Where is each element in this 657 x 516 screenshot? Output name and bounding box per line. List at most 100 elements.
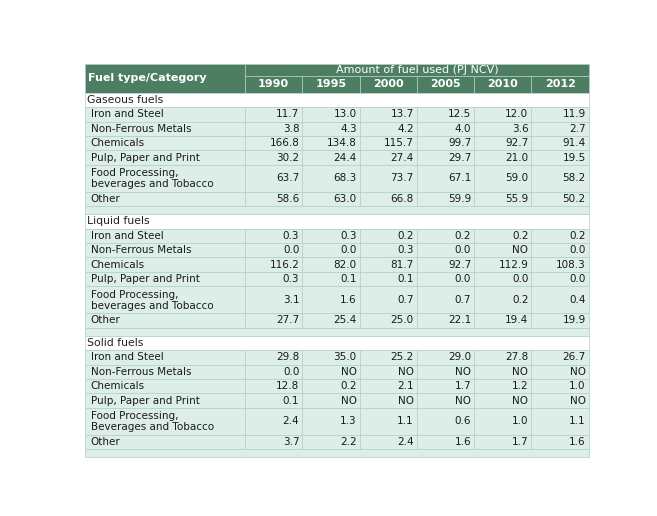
Bar bbox=[85, 136, 245, 150]
Bar bbox=[532, 150, 589, 165]
Bar bbox=[417, 313, 474, 328]
Text: 0.7: 0.7 bbox=[455, 295, 471, 305]
Bar bbox=[85, 313, 245, 328]
Text: 25.2: 25.2 bbox=[391, 352, 414, 362]
Bar bbox=[474, 229, 532, 243]
Text: 1990: 1990 bbox=[258, 79, 289, 89]
Bar bbox=[417, 76, 474, 93]
Text: 27.7: 27.7 bbox=[276, 315, 300, 325]
Text: 92.7: 92.7 bbox=[505, 138, 528, 148]
Bar bbox=[302, 107, 359, 122]
Text: NO: NO bbox=[340, 396, 357, 406]
Text: 63.0: 63.0 bbox=[334, 194, 357, 204]
Bar bbox=[532, 243, 589, 257]
Bar bbox=[85, 393, 245, 408]
Bar bbox=[417, 379, 474, 393]
Bar bbox=[245, 313, 302, 328]
Text: Chemicals: Chemicals bbox=[91, 138, 145, 148]
Bar bbox=[359, 350, 417, 365]
Bar bbox=[532, 393, 589, 408]
Bar bbox=[417, 243, 474, 257]
Text: Fuel type/Category: Fuel type/Category bbox=[88, 73, 207, 83]
Text: 0.2: 0.2 bbox=[512, 231, 528, 241]
Text: 58.2: 58.2 bbox=[562, 173, 585, 183]
Bar bbox=[302, 229, 359, 243]
Bar bbox=[245, 64, 589, 76]
Text: Food Processing,: Food Processing, bbox=[91, 168, 178, 179]
Bar bbox=[302, 257, 359, 272]
Bar bbox=[245, 379, 302, 393]
Bar bbox=[245, 136, 302, 150]
Bar bbox=[474, 313, 532, 328]
Text: 27.8: 27.8 bbox=[505, 352, 528, 362]
Bar bbox=[245, 408, 302, 434]
Bar bbox=[302, 76, 359, 93]
Bar bbox=[85, 257, 245, 272]
Text: 134.8: 134.8 bbox=[327, 138, 357, 148]
Text: 1.0: 1.0 bbox=[512, 416, 528, 426]
Text: 19.4: 19.4 bbox=[505, 315, 528, 325]
Bar bbox=[245, 165, 302, 191]
Text: 116.2: 116.2 bbox=[269, 260, 300, 270]
Bar bbox=[302, 165, 359, 191]
Bar bbox=[85, 229, 245, 243]
Text: 68.3: 68.3 bbox=[333, 173, 357, 183]
Bar bbox=[245, 434, 302, 449]
Bar bbox=[474, 191, 532, 206]
Bar bbox=[85, 379, 245, 393]
Bar bbox=[302, 122, 359, 136]
Text: 3.8: 3.8 bbox=[283, 124, 300, 134]
Bar bbox=[302, 393, 359, 408]
Bar bbox=[417, 434, 474, 449]
Text: 3.1: 3.1 bbox=[283, 295, 300, 305]
Bar bbox=[532, 350, 589, 365]
Bar bbox=[532, 122, 589, 136]
Bar bbox=[302, 350, 359, 365]
Text: 25.0: 25.0 bbox=[391, 315, 414, 325]
Text: 12.5: 12.5 bbox=[448, 109, 471, 119]
Bar bbox=[245, 122, 302, 136]
Bar bbox=[417, 365, 474, 379]
Text: NO: NO bbox=[512, 245, 528, 255]
Bar bbox=[359, 76, 417, 93]
Bar bbox=[302, 365, 359, 379]
Text: NO: NO bbox=[512, 367, 528, 377]
Text: 12.8: 12.8 bbox=[276, 381, 300, 391]
Bar bbox=[85, 243, 245, 257]
Text: 115.7: 115.7 bbox=[384, 138, 414, 148]
Bar bbox=[359, 191, 417, 206]
Text: Non-Ferrous Metals: Non-Ferrous Metals bbox=[91, 124, 191, 134]
Text: 0.4: 0.4 bbox=[569, 295, 585, 305]
Bar bbox=[474, 350, 532, 365]
Text: Pulp, Paper and Print: Pulp, Paper and Print bbox=[91, 153, 200, 163]
Bar bbox=[474, 136, 532, 150]
Text: 0.3: 0.3 bbox=[397, 245, 414, 255]
Bar bbox=[85, 191, 245, 206]
Text: 0.2: 0.2 bbox=[397, 231, 414, 241]
Text: Amount of fuel used (PJ NCV): Amount of fuel used (PJ NCV) bbox=[336, 65, 498, 75]
Text: 19.5: 19.5 bbox=[562, 153, 585, 163]
Text: Chemicals: Chemicals bbox=[91, 381, 145, 391]
Text: 0.0: 0.0 bbox=[283, 367, 300, 377]
Text: 0.0: 0.0 bbox=[455, 245, 471, 255]
Text: 1.7: 1.7 bbox=[455, 381, 471, 391]
Text: NO: NO bbox=[570, 396, 585, 406]
Text: 2.7: 2.7 bbox=[569, 124, 585, 134]
Bar bbox=[85, 122, 245, 136]
Text: NO: NO bbox=[340, 367, 357, 377]
Text: 1.3: 1.3 bbox=[340, 416, 357, 426]
Text: 13.0: 13.0 bbox=[334, 109, 357, 119]
Bar bbox=[474, 272, 532, 286]
Text: 1.1: 1.1 bbox=[569, 416, 585, 426]
Text: 0.3: 0.3 bbox=[283, 231, 300, 241]
Bar bbox=[359, 150, 417, 165]
Text: 4.3: 4.3 bbox=[340, 124, 357, 134]
Text: 27.4: 27.4 bbox=[391, 153, 414, 163]
Text: NO: NO bbox=[570, 367, 585, 377]
Bar bbox=[532, 286, 589, 313]
Bar bbox=[85, 64, 245, 93]
Bar bbox=[359, 122, 417, 136]
Bar bbox=[359, 257, 417, 272]
Bar bbox=[302, 136, 359, 150]
Bar bbox=[85, 272, 245, 286]
